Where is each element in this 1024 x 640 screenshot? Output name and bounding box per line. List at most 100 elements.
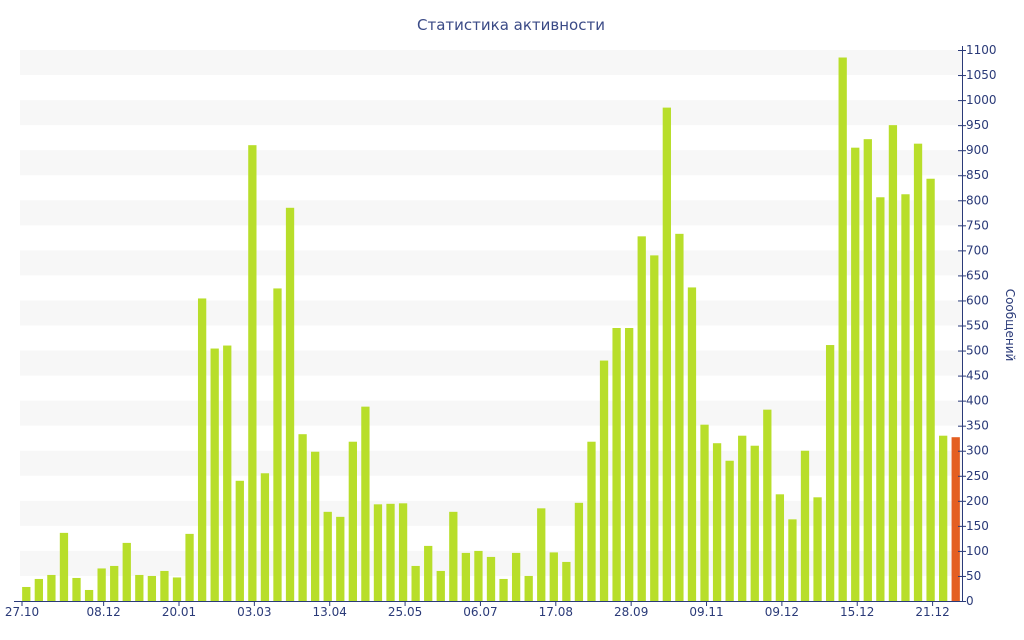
grid-band (20, 300, 962, 326)
bar (499, 578, 508, 601)
bar (34, 578, 43, 601)
bar (84, 589, 94, 601)
y-axis-label: Сообщений (1003, 289, 1017, 362)
x-tick-label: 03.03 (237, 605, 271, 619)
bar (235, 480, 244, 601)
bar (800, 450, 810, 601)
axes-group (14, 46, 964, 602)
bar (210, 348, 219, 601)
y-tick-label: 900 (966, 143, 989, 157)
y-tick-label: 350 (966, 419, 989, 433)
bar (700, 424, 709, 601)
bar (926, 178, 935, 601)
bar (398, 503, 408, 601)
bar (135, 574, 144, 601)
bar (675, 233, 684, 602)
x-tick-label: 15.12 (840, 605, 874, 619)
bar (662, 107, 671, 601)
x-tick-label: 09.11 (689, 605, 723, 619)
bar (97, 568, 106, 601)
bar (725, 460, 734, 601)
grid-band (20, 250, 962, 276)
bar (248, 145, 257, 601)
bar (825, 345, 835, 601)
x-tick-label: 21.12 (915, 605, 949, 619)
grid-band (20, 400, 962, 426)
bar (285, 207, 295, 601)
bar (424, 545, 433, 601)
bar (223, 345, 232, 601)
bar (524, 575, 533, 601)
bar (59, 532, 69, 601)
y-tick-label: 950 (966, 118, 989, 132)
bar (72, 577, 81, 601)
x-tick-label: 09.12 (765, 605, 799, 619)
bar (122, 542, 131, 601)
bar (838, 57, 847, 602)
y-ticks: 0 50 100 150 200 250 300 350 400 450 500 550 600 650 7… (958, 43, 997, 608)
bar (110, 565, 119, 601)
bar (687, 287, 697, 601)
x-tick-label: 08.12 (86, 605, 120, 619)
bar (474, 550, 483, 601)
grid-band (20, 50, 962, 76)
bar (625, 328, 634, 601)
y-tick-label: 800 (966, 193, 989, 207)
bar (549, 552, 558, 601)
y-tick-label: 0 (966, 594, 974, 608)
bar (323, 511, 332, 601)
bar (47, 574, 56, 601)
bar (197, 298, 207, 601)
x-tick-label: 25.05 (388, 605, 422, 619)
bar (775, 494, 785, 601)
bar (813, 497, 822, 601)
bar (888, 125, 898, 602)
bar (511, 552, 521, 601)
y-tick-label: 700 (966, 243, 989, 257)
bar (637, 236, 646, 601)
bar (951, 437, 960, 601)
y-tick-label: 500 (966, 344, 989, 358)
y-tick-label: 150 (966, 519, 989, 533)
y-tick-label: 750 (966, 218, 989, 232)
x-ticks: 27.10 08.12 20.01 03.03 13.04 25.05 06.07 17.08… (5, 601, 950, 619)
grid-bands (20, 50, 962, 576)
bar (612, 328, 621, 601)
bar (650, 255, 659, 601)
bar (147, 575, 157, 601)
bar (863, 139, 872, 602)
bar (348, 441, 357, 601)
y-tick-label: 600 (966, 293, 989, 307)
y-tick-label: 850 (966, 168, 989, 182)
x-tick-label: 06.07 (463, 605, 497, 619)
bar (298, 434, 307, 601)
bar (851, 147, 860, 601)
bar (738, 435, 747, 601)
bar (22, 586, 31, 601)
bar (449, 511, 458, 601)
bar (386, 503, 395, 601)
bar (486, 556, 496, 601)
chart-title: Статистика активности (417, 16, 605, 34)
bar (574, 502, 584, 601)
bar (750, 445, 759, 601)
y-tick-label: 1100 (966, 43, 997, 57)
grid-band (20, 100, 962, 126)
bar (587, 441, 596, 601)
bar (537, 508, 546, 601)
bar (763, 409, 772, 601)
y-tick-label: 50 (966, 569, 981, 583)
bar (461, 552, 471, 601)
grid-band (20, 200, 962, 226)
bar (185, 533, 194, 601)
x-tick-label: 17.08 (539, 605, 573, 619)
bar (160, 570, 169, 601)
bar (876, 197, 885, 601)
y-tick-label: 300 (966, 444, 989, 458)
bar (373, 504, 383, 601)
y-tick-label: 1050 (966, 68, 997, 82)
bar (336, 516, 345, 601)
bars-group (22, 57, 960, 602)
